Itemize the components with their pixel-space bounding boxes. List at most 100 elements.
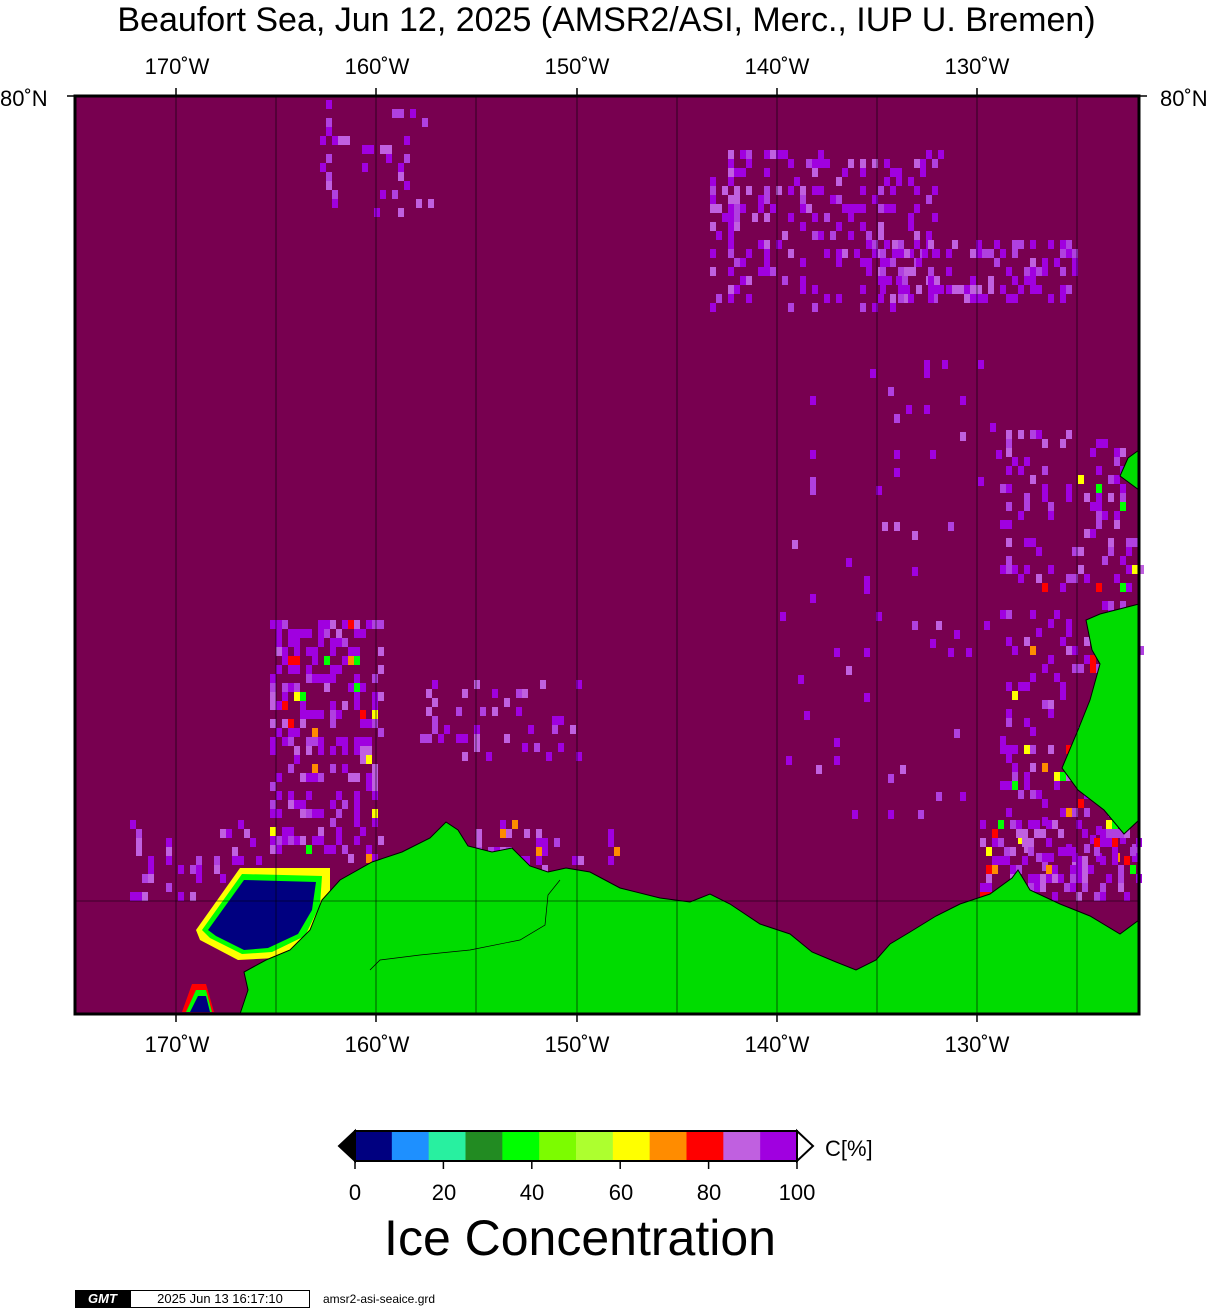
ice-pixel xyxy=(1030,430,1036,439)
ice-pixel xyxy=(914,186,920,195)
ice-pixel xyxy=(1108,601,1114,610)
ice-pixel xyxy=(572,856,578,865)
colorbar-high-arrow xyxy=(796,1128,815,1164)
ice-pixel xyxy=(270,692,276,701)
ice-pixel xyxy=(536,847,542,856)
ice-pixel xyxy=(894,414,900,423)
ice-pixel xyxy=(270,719,276,728)
ice-pixel xyxy=(976,249,982,258)
ice-pixel xyxy=(1024,718,1030,727)
ice-pixel xyxy=(372,854,378,863)
ice-pixel xyxy=(1138,565,1144,574)
ice-pixel xyxy=(196,865,202,874)
ice-pixel xyxy=(190,892,196,901)
ice-pixel xyxy=(728,159,734,168)
ice-pixel xyxy=(1024,772,1030,781)
ice-pixel xyxy=(330,620,336,629)
ice-pixel xyxy=(1042,583,1048,592)
ice-pixel xyxy=(288,656,294,665)
lon-label-top-160: 160˚W xyxy=(344,54,410,79)
ice-pixel xyxy=(462,734,468,743)
ice-pixel xyxy=(536,838,542,847)
ice-pixel xyxy=(348,620,354,629)
ice-pixel xyxy=(1042,853,1048,862)
colorbar-unit: C[%] xyxy=(825,1136,873,1161)
ice-pixel xyxy=(270,782,276,791)
ice-pixel xyxy=(1000,484,1006,493)
ice-pixel xyxy=(1126,565,1132,574)
ice-pixel xyxy=(908,213,914,222)
ice-pixel xyxy=(1036,267,1042,276)
ice-pixel xyxy=(486,752,492,761)
ice-pixel xyxy=(1120,583,1126,592)
ice-pixel xyxy=(1060,439,1066,448)
ice-pixel xyxy=(908,222,914,231)
ice-pixel xyxy=(964,294,970,303)
ice-pixel xyxy=(1072,267,1078,276)
ice-pixel xyxy=(1060,267,1066,276)
ice-pixel xyxy=(372,719,378,728)
ice-pixel xyxy=(764,195,770,204)
ice-pixel xyxy=(276,836,282,845)
ice-pixel xyxy=(1012,745,1018,754)
ice-pixel xyxy=(378,665,384,674)
ice-pixel xyxy=(608,829,614,838)
ice-pixel xyxy=(1100,856,1106,865)
ice-pixel xyxy=(1066,249,1072,258)
ice-pixel xyxy=(1070,865,1076,874)
ice-pixel xyxy=(746,294,752,303)
ice-pixel xyxy=(462,752,468,761)
ice-pixel xyxy=(330,674,336,683)
ice-pixel xyxy=(330,818,336,827)
ice-pixel xyxy=(912,531,918,540)
ice-pixel xyxy=(1066,646,1072,655)
ice-pixel xyxy=(1022,829,1028,838)
ice-pixel xyxy=(734,186,740,195)
ice-pixel xyxy=(1100,838,1106,847)
ice-pixel xyxy=(890,294,896,303)
ice-pixel xyxy=(326,127,332,136)
ice-pixel xyxy=(558,743,564,752)
ice-pixel xyxy=(492,707,498,716)
ice-pixel xyxy=(324,656,330,665)
ice-pixel xyxy=(1042,493,1048,502)
ice-pixel xyxy=(1066,745,1072,754)
ice-pixel xyxy=(716,294,722,303)
ice-pixel xyxy=(1090,529,1096,538)
ice-pixel xyxy=(1082,856,1088,865)
ice-pixel xyxy=(282,656,288,665)
ice-pixel xyxy=(1096,853,1102,862)
ice-pixel xyxy=(294,647,300,656)
map-field xyxy=(75,96,1139,1014)
ice-pixel xyxy=(848,231,854,240)
ice-pixel xyxy=(1124,892,1130,901)
ice-pixel xyxy=(306,809,312,818)
ice-pixel xyxy=(294,746,300,755)
ice-pixel xyxy=(1120,484,1126,493)
ice-pixel xyxy=(372,710,378,719)
ice-pixel xyxy=(966,648,972,657)
ice-pixel xyxy=(306,629,312,638)
ice-pixel xyxy=(1048,511,1054,520)
ice-pixel xyxy=(1016,820,1022,829)
ice-pixel xyxy=(312,710,318,719)
ice-pixel xyxy=(988,276,994,285)
ice-pixel xyxy=(1042,267,1048,276)
ice-pixel xyxy=(878,222,884,231)
ice-pixel xyxy=(770,204,776,213)
ice-pixel xyxy=(386,145,392,154)
ice-pixel xyxy=(416,199,422,208)
ice-pixel xyxy=(914,231,920,240)
ice-pixel xyxy=(326,154,332,163)
ice-pixel xyxy=(1060,772,1066,781)
ice-pixel xyxy=(348,647,354,656)
ice-pixel xyxy=(780,612,786,621)
ice-pixel xyxy=(378,620,384,629)
ice-pixel xyxy=(1030,610,1036,619)
ice-pixel xyxy=(372,818,378,827)
ice-pixel xyxy=(372,620,378,629)
ice-pixel xyxy=(1076,820,1082,829)
ice-pixel xyxy=(540,680,546,689)
ice-pixel xyxy=(728,249,734,258)
ice-pixel xyxy=(716,231,722,240)
